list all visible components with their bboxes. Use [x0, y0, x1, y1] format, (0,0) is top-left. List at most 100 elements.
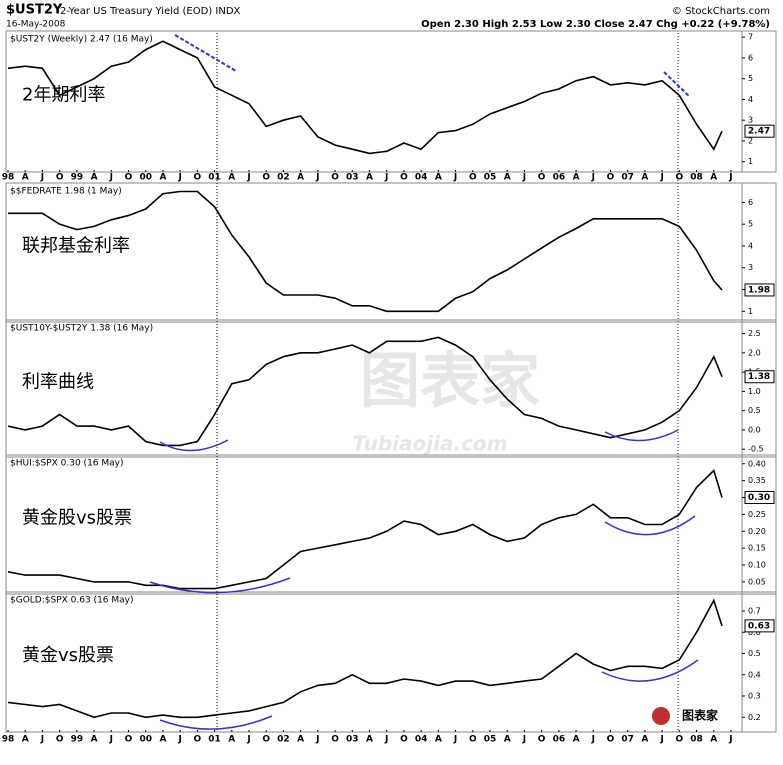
x-tick-label: J: [246, 735, 250, 745]
panel-frame: [5, 182, 777, 323]
x-tick-label: J: [177, 173, 181, 183]
x-tick-label: 01: [208, 173, 221, 183]
panel-annotation: 利率曲线: [22, 372, 94, 393]
x-tick-label: O: [676, 173, 684, 183]
y-tick-label: 0.25: [748, 510, 766, 519]
x-tick-label: 99: [71, 735, 84, 745]
x-tick-label: A: [366, 173, 373, 183]
x-tick-label: 02: [277, 173, 290, 183]
x-tick-label: O: [538, 173, 546, 183]
x-tick-label: O: [469, 735, 477, 745]
x-tick-label: A: [228, 173, 235, 183]
x-tick-label: J: [453, 173, 457, 183]
line-series: [7, 598, 723, 719]
x-tick-label: 03: [346, 173, 359, 183]
x-tick-label: O: [125, 735, 133, 745]
x-tick-label: J: [522, 735, 526, 745]
y-tick-label: 3: [748, 263, 753, 272]
last-value-box: [744, 283, 775, 297]
y-tick-label: 0.3: [748, 692, 761, 701]
y-tick-label: 5: [748, 220, 753, 229]
y-tick-label: -0.5: [748, 445, 764, 454]
y-tick-label: 6: [748, 198, 753, 207]
x-tick-label: J: [659, 173, 663, 183]
x-tick-label: A: [366, 735, 373, 745]
x-tick-label: 00: [139, 735, 152, 745]
x-tick-label: J: [522, 173, 526, 183]
panel-frame: [5, 454, 777, 595]
x-tick-label: O: [56, 173, 64, 183]
x-tick-label: 00: [139, 173, 152, 183]
trend-annotation: [663, 71, 691, 98]
y-tick-label: 0.15: [748, 544, 766, 553]
x-tick-label: O: [194, 735, 202, 745]
x-tick-label: A: [228, 735, 235, 745]
panel-frame: [5, 319, 777, 458]
panel-title: $UST2Y (Weekly) 2.47 (16 May): [10, 35, 153, 45]
logo-icon: [652, 707, 670, 725]
y-tick-label: 0.4: [748, 670, 761, 679]
x-tick-label: O: [331, 735, 339, 745]
y-tick-label: 0.7: [748, 607, 761, 616]
x-tick-label: 06: [553, 173, 566, 183]
x-tick-label: O: [400, 735, 408, 745]
x-tick-label: A: [297, 173, 304, 183]
x-tick-label: J: [591, 735, 595, 745]
x-tick-label: A: [710, 173, 717, 183]
y-tick-label: 0.2: [748, 713, 761, 722]
quote: Open 2.30 High 2.53 Low 2.30 Close 2.47 …: [421, 19, 770, 30]
x-tick-label: A: [641, 173, 648, 183]
x-tick-label: J: [384, 735, 388, 745]
line-series: [7, 40, 723, 155]
panel-annotation: 黄金vs股票: [22, 645, 114, 666]
x-tick-label: A: [435, 173, 442, 183]
x-tick-label: O: [400, 173, 408, 183]
x-tick-label: 06: [553, 735, 566, 745]
panel-title: $HUI:$SPX 0.30 (16 May): [10, 459, 124, 469]
y-tick-label: 1.0: [748, 387, 761, 396]
panel-frame: [5, 30, 777, 173]
x-tick-label: 99: [71, 173, 84, 183]
x-tick-label: A: [297, 735, 304, 745]
watermark: 图表家: [360, 347, 540, 417]
y-tick-label: 0.5: [748, 406, 761, 415]
x-tick-label: J: [246, 173, 250, 183]
y-tick-label: 0.40: [748, 459, 766, 468]
trend-annotation: [174, 34, 237, 72]
y-tick-label: 5: [748, 74, 753, 83]
x-tick-label: J: [728, 735, 732, 745]
y-tick-label: 0.0: [748, 425, 761, 434]
line-series: [7, 336, 723, 447]
x-tick-label: J: [659, 735, 663, 745]
x-tick-label: A: [91, 173, 98, 183]
x-tick-label: O: [607, 735, 615, 745]
x-tick-label: 08: [690, 173, 703, 183]
x-tick-label: 08: [690, 735, 703, 745]
x-tick-label: A: [159, 173, 166, 183]
y-tick-label: 7: [748, 33, 753, 42]
x-tick-label: 98: [2, 173, 15, 183]
panel-annotation: 2年期利率: [22, 85, 105, 106]
x-tick-label: O: [125, 173, 133, 183]
last-value-box: [744, 619, 775, 633]
y-tick-label: 2.0: [748, 348, 761, 357]
y-tick-label: 0.5: [748, 649, 761, 658]
y-tick-label: 4: [748, 95, 753, 104]
x-tick-label: J: [109, 735, 113, 745]
last-value-label: 0.30: [748, 493, 770, 503]
y-tick-label: 3: [748, 116, 753, 125]
x-tick-label: O: [676, 735, 684, 745]
panel-annotation: 黄金股vs股票: [22, 508, 132, 529]
y-tick-label: 6: [748, 53, 753, 62]
symbol: $UST2Y: [6, 3, 63, 18]
date: 16-May-2008: [6, 20, 66, 30]
x-tick-label: O: [538, 735, 546, 745]
x-tick-label: J: [40, 173, 44, 183]
last-value-label: 0.63: [748, 621, 770, 631]
x-tick-label: 07: [621, 735, 634, 745]
panel-title: $GOLD:$SPX 0.63 (16 May): [10, 596, 134, 606]
x-tick-label: O: [331, 173, 339, 183]
x-tick-label: 98: [2, 735, 15, 745]
curve-annotation: [159, 439, 229, 452]
x-tick-label: 04: [415, 735, 428, 745]
